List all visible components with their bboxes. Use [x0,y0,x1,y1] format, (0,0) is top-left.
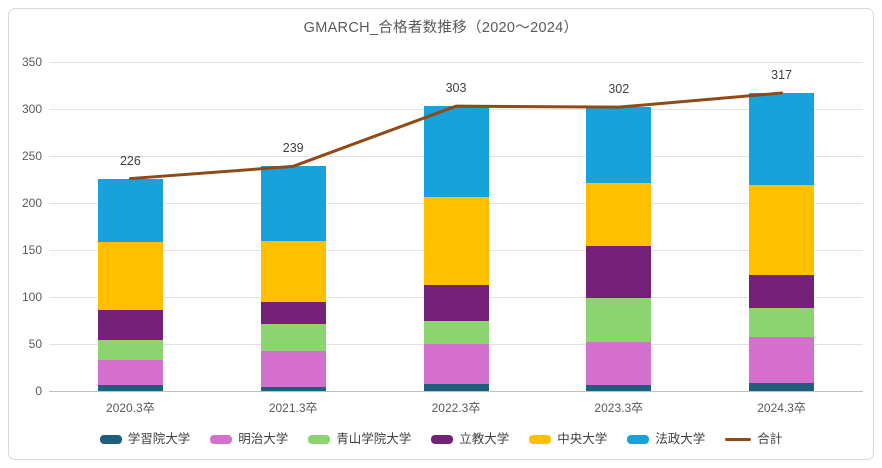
bar-segment-中央大学 [97,241,163,311]
bar-segment-明治大学 [97,360,163,386]
bar-segment-法政大学 [260,166,326,241]
legend-label: 法政大学 [655,432,706,446]
bar-segment-学習院大学 [423,384,489,391]
bar-segment-法政大学 [97,178,163,242]
bar-segment-青山学院大学 [97,340,163,360]
data-label: 226 [119,153,141,168]
bar-segment-法政大学 [586,107,652,184]
legend-swatch [99,434,122,444]
bar-segment-立教大学 [97,310,163,341]
x-tick-label: 2020.3卒 [106,401,155,415]
x-axis: 2020.3卒 2021.3卒 2022.3卒 2023.3卒 2024.3卒 [49,399,863,419]
y-tick-label: 300 [21,102,42,116]
bar-segment-青山学院大学 [260,324,326,351]
y-tick-label: 100 [21,290,42,304]
legend-swatch [529,434,552,444]
y-axis: 0 50 100 150 200 250 300 350 [0,55,42,398]
bar-segment-立教大学 [749,275,815,309]
legend-item-青山学院大学: 青山学院大学 [308,431,411,447]
bar-segment-中央大学 [586,183,652,247]
chart-title: GMARCH_合格者数推移（2020〜2024） [303,20,579,36]
x-tick-label: 2024.3卒 [757,401,806,415]
bar-segment-明治大学 [749,337,815,383]
legend-item-学習院大学: 学習院大学 [99,431,191,447]
data-label: 303 [445,81,467,96]
y-tick-label: 200 [21,196,42,210]
data-label: 239 [282,141,304,156]
legend-swatch [308,434,331,444]
y-tick-label: 150 [21,243,42,257]
legend-label: 青山学院大学 [336,432,412,446]
x-tick-label: 2022.3卒 [431,401,481,415]
bar-segment-青山学院大学 [749,308,815,338]
y-tick-label: 250 [21,149,42,163]
x-tick-label: 2021.3卒 [268,401,318,415]
legend-label: 合計 [757,432,783,446]
bar-segment-中央大学 [423,197,489,285]
bar-segment-学習院大学 [260,387,326,391]
bar-segment-中央大学 [260,240,326,302]
plot-area: 226 239 303 302 317 [49,62,863,392]
bar-segment-学習院大学 [749,382,815,391]
x-tick-label: 2023.3卒 [594,401,644,415]
legend-label: 明治大学 [238,432,289,446]
legend-item-立教大学: 立教大学 [431,431,509,447]
bar-segment-法政大学 [749,93,815,186]
legend-item-合計: 合計 [725,431,782,447]
bar-segment-学習院大学 [97,385,163,391]
bar-segment-法政大学 [423,106,489,198]
bar-segment-明治大学 [260,350,326,388]
bar-segment-明治大学 [586,342,652,386]
legend-label: 立教大学 [459,432,510,446]
y-tick-label: 0 [35,384,42,398]
bar-segment-立教大学 [423,284,489,321]
legend-line-swatch [725,437,752,441]
legend-label: 中央大学 [557,432,608,446]
data-label: 302 [608,82,630,97]
legend-label: 学習院大学 [127,432,191,446]
legend-item-中央大学: 中央大学 [529,431,607,447]
gridline [49,62,863,63]
bar-segment-青山学院大学 [423,320,489,344]
bar-segment-中央大学 [749,185,815,276]
legend-item-法政大学: 法政大学 [627,431,705,447]
bar-segment-立教大学 [586,246,652,298]
y-tick-label: 350 [21,55,42,69]
legend-swatch [627,434,650,444]
bar-segment-立教大学 [260,301,326,325]
legend-swatch [431,434,454,444]
legend-item-明治大学: 明治大学 [210,431,288,447]
data-label: 317 [771,68,793,83]
legend-swatch [210,434,233,444]
bar-segment-学習院大学 [586,385,652,391]
legend: 学習院大学 明治大学 青山学院大学 立教大学 中央大学 法政大学 合計 [0,431,882,447]
x-axis-line [49,391,863,392]
bar-segment-明治大学 [423,344,489,385]
bar-segment-青山学院大学 [586,297,652,343]
y-tick-label: 50 [28,337,42,351]
